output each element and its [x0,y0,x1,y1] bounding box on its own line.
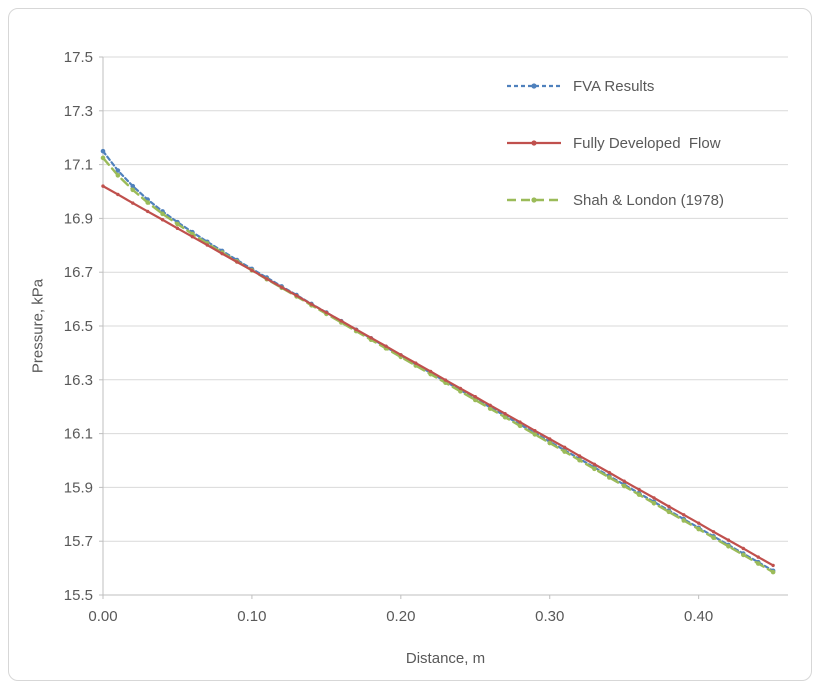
x-axis-title: Distance, m [405,650,486,667]
x-tick-label: 0.30 [535,608,564,625]
legend-label-fva: FVA Results [573,77,655,95]
y-tick-label: 16.7 [64,264,93,281]
y-tick-label: 15.5 [64,587,93,604]
y-tick-label: 16.9 [64,210,93,227]
legend-sample-line-shah-london [507,197,561,203]
y-tick-label: 15.7 [64,533,93,550]
series-1 [101,184,775,568]
y-axis-title: Pressure, kPa [29,278,47,374]
y-tick-label: 16.5 [64,318,93,335]
x-tick-label: 0.00 [88,608,117,625]
legend-item-fva-results: FVA Results [505,75,724,97]
y-tick-label: 17.5 [64,49,93,66]
tick-marks [99,56,700,599]
y-tick-label: 17.3 [64,103,93,120]
legend-sample-line-fully-developed [507,140,561,146]
legend-label-fully-developed: Fully Developed Flow [573,134,721,152]
legend: FVA Results Fully Developed Flow Shah & … [505,75,724,211]
y-tick-labels: 15.5 15.7 15.9 16.1 16.3 16.5 16.7 16.9 17.1 17.3… [64,49,93,604]
legend-sample-line-fva [507,83,561,89]
y-tick-label: 15.9 [64,479,93,496]
x-tick-label: 0.10 [237,608,266,625]
x-tick-labels: 0.00 0.10 0.20 0.30 0.40 [88,608,713,625]
legend-item-shah-london: Shah & London (1978) [505,189,724,211]
x-tick-label: 0.40 [684,608,713,625]
legend-item-fully-developed-flow: Fully Developed Flow [505,132,724,154]
chart-frame [8,8,812,681]
y-tick-label: 16.3 [64,372,93,389]
y-tick-label: 16.1 [64,426,93,443]
legend-label-shah-london: Shah & London (1978) [573,191,724,209]
x-tick-label: 0.20 [386,608,415,625]
y-tick-label: 17.1 [64,157,93,174]
